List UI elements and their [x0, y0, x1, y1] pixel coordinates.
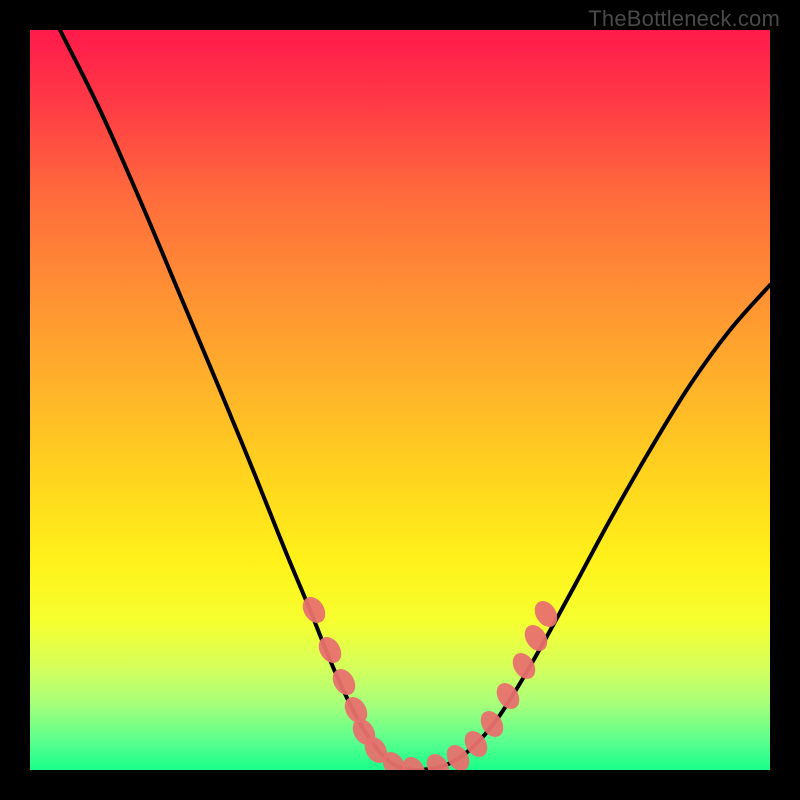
- watermark-text: TheBottleneck.com: [588, 6, 780, 32]
- curve-right: [414, 285, 770, 770]
- data-dot: [314, 633, 346, 667]
- plot-area: [30, 30, 770, 770]
- curve-layer: [30, 30, 770, 770]
- curve-left: [60, 30, 414, 770]
